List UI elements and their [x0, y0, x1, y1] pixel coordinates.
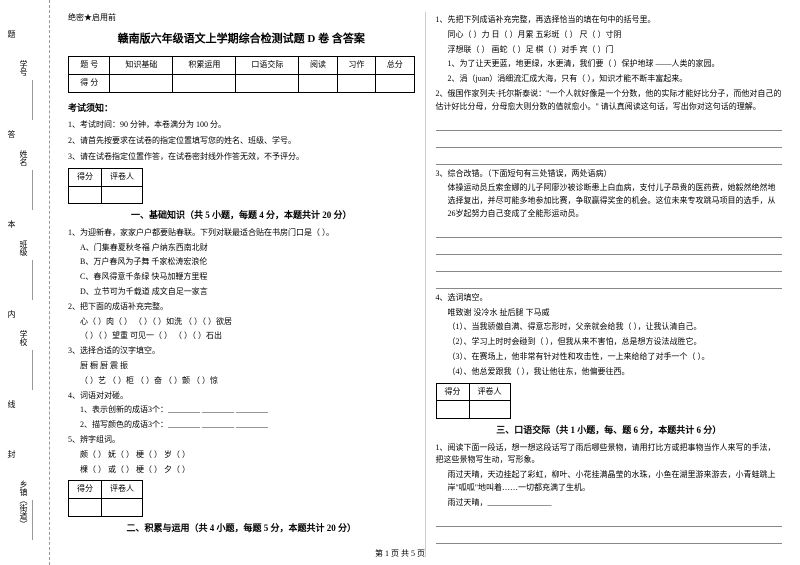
qc1b: 雨过天晴，________________ [448, 497, 783, 510]
qa1c: C、春风得意千条绿 快马加鞭方里程 [80, 271, 415, 284]
side-v5: 线 [6, 400, 17, 408]
side-xiangzhen: 乡镇（街道） [18, 480, 29, 528]
qb3a: 体操运动员丘索金娜的儿子阿廖沙被诊断患上白血病，支付儿子昂贵的医药费，她毅然绝然… [448, 182, 783, 220]
answer-line[interactable] [436, 513, 783, 527]
score-row2: 得 分 [69, 75, 110, 93]
side-v2: 答 [6, 130, 17, 138]
qc1: 1、阅读下面一段话，想一想这段话写了雨后哪些景物，请用打比方或把事物当作人来写的… [436, 442, 783, 468]
qa4: 4、词语对对碰。 [68, 390, 415, 403]
notice-title: 考试须知： [68, 101, 415, 115]
right-column: 1、先把下列成语补充完整，再选择恰当的填在句中的括号里。 同心（ ）力 日（ ）… [426, 12, 793, 557]
notice-2: 2、请首先按要求在试卷的指定位置填写您的姓名、班级、学号。 [68, 135, 415, 148]
qa3: 3、选择合适的汉字填空。 [68, 345, 415, 358]
score-h3: 口语交际 [236, 57, 299, 75]
qb4c: （2）、学习上时时会碰到（ ），但我从来不害怕，总是想方设法战胜它。 [448, 336, 783, 349]
qb4a: 唯致谢 没冷水 扯后腿 下马威 [448, 307, 783, 320]
qa1a: A、门集春夏秋冬福 户纳东西南北财 [80, 242, 415, 255]
notice-1: 1、考试时间：90 分钟，本卷满分为 100 分。 [68, 119, 415, 132]
qa2: 2、把下面的成语补充完整。 [68, 301, 415, 314]
qb1d: 2、涓（juan）涓细流汇成大海，只有（ ），知识才能不断丰富起来。 [448, 73, 783, 86]
qb1a: 同心（ ）力 日（ ）月累 五彩斑（ ） 尺（ ）寸阴 [448, 29, 783, 42]
score-mini-a: 得分评卷人 [68, 168, 143, 205]
qb4: 4、选词填空。 [436, 292, 783, 305]
answer-line[interactable] [436, 151, 783, 165]
section-b-title: 二、积累与运用（共 4 小题，每题 5 分，本题共计 20 分） [68, 521, 415, 535]
qb1c: 1、为了让天更蓝，地更绿，水更清，我们要（ ）保护地球 ——人类的家园。 [448, 58, 783, 71]
qa4b: 2、描写颜色的成语3个：________ ________ ________ [80, 419, 415, 432]
answer-line[interactable] [436, 117, 783, 131]
side-v1: 题 [6, 30, 17, 38]
qa1: 1、为迎新春，家家户户都要贴春联。下列对联最适合贴在书房门口是（ ）。 [68, 227, 415, 240]
qc1a: 雨过天晴，天边挂起了彩虹，柳叶、小花挂满晶莹的水珠，小鱼在湖里游来游去，小青蛙跳… [448, 469, 783, 495]
score-h1: 知识基础 [110, 57, 173, 75]
side-xuexiao: 学校 [18, 330, 29, 346]
qa2b: （ ）（ ）望重 可见一（ ） （ ）（ ）石出 [80, 330, 415, 343]
page-footer: 第 1 页 共 5 页 [0, 548, 800, 559]
qb4d: （3）、在赛场上，他非常有针对性和攻击性，一上来给给了对手一个（ ）。 [448, 351, 783, 364]
side-banji: 班级 [18, 240, 29, 256]
answer-line[interactable] [436, 275, 783, 289]
side-v6: 封 [6, 450, 17, 458]
side-xingming: 姓名 [18, 150, 29, 166]
qb1: 1、先把下列成语补充完整，再选择恰当的填在句中的括号里。 [436, 14, 783, 27]
qa5: 5、辨字组词。 [68, 434, 415, 447]
side-v4: 内 [6, 310, 17, 318]
score-h2: 积累运用 [173, 57, 236, 75]
answer-line[interactable] [436, 530, 783, 544]
qa4a: 1、表示创新的成语3个：________ ________ ________ [80, 404, 415, 417]
qa3a: 厨 橱 厨 震 振 [80, 360, 415, 373]
qa1d: D、立节可为千载道 成文自足一家言 [80, 286, 415, 299]
exam-title: 赣南版六年级语文上学期综合检测试题 D 卷 含答案 [68, 31, 415, 49]
qb2: 2、俄国作家列夫·托尔斯泰说："一个人就好像是一个分数，他的实际才能好比分子，而… [436, 88, 783, 114]
score-h4: 阅读 [299, 57, 337, 75]
qa5a: 颇（ ） 妩（ ） 梗（ ） 岁（ ） [80, 449, 415, 462]
score-table: 题 号 知识基础 积累运用 口语交际 阅读 习作 总分 得 分 [68, 56, 415, 93]
left-column: 绝密★启用前 赣南版六年级语文上学期综合检测试题 D 卷 含答案 题 号 知识基… [58, 12, 426, 557]
section-c-title: 三、口语交际（共 1 小题，每、题 6 分，本题共计 6 分） [436, 423, 783, 437]
answer-line[interactable] [436, 224, 783, 238]
section-a-title: 一、基础知识（共 5 小题，每题 4 分，本题共计 20 分） [68, 208, 415, 222]
side-xuehao: 学号 [18, 60, 29, 76]
qb3: 3、综合改错。（下面短句有三处错误，两处语病） [436, 168, 783, 181]
score-h5: 习作 [337, 57, 375, 75]
secret-label: 绝密★启用前 [68, 12, 415, 25]
qa5b: 棵（ ） 或（ ） 梗（ ） 夕（ ） [80, 464, 415, 477]
answer-line[interactable] [436, 241, 783, 255]
score-h0: 题 号 [69, 57, 110, 75]
score-mini-b: 得分评卷人 [68, 480, 143, 517]
qa2a: 心（ ）肉（ ） （ ）（ ）如洗 （ ）（ ）欲居 [80, 316, 415, 329]
qb4b: （1）、当我骄傲自满、得意忘形时，父亲就会给我（ ），让我认清自己。 [448, 321, 783, 334]
answer-line[interactable] [436, 258, 783, 272]
score-mini-c: 得分评卷人 [436, 383, 511, 420]
notice-3: 3、请在试卷指定位置作答，在试卷密封线外作答无效，不予评分。 [68, 151, 415, 164]
qa3b: （ ）艺 （ ）柜 （ ）奋 （ ）颤 （ ）惊 [80, 375, 415, 388]
answer-line[interactable] [436, 134, 783, 148]
qa1b: B、万户春风为子舞 千家松涛宏浪伦 [80, 256, 415, 269]
qb4e: （4）、他总爱跟我（ ），我让他往东，他偏要往西。 [448, 366, 783, 379]
side-v3: 本 [6, 220, 17, 228]
qb1b: 浮想联（ ） 画蛇（ ）足 棋（ ）对手 宾（ ）门 [448, 44, 783, 57]
binding-margin: 题 学号 答 姓名 本 班级 内 学校 线 封 乡镇（街道） [0, 0, 50, 565]
score-h6: 总分 [376, 57, 414, 75]
